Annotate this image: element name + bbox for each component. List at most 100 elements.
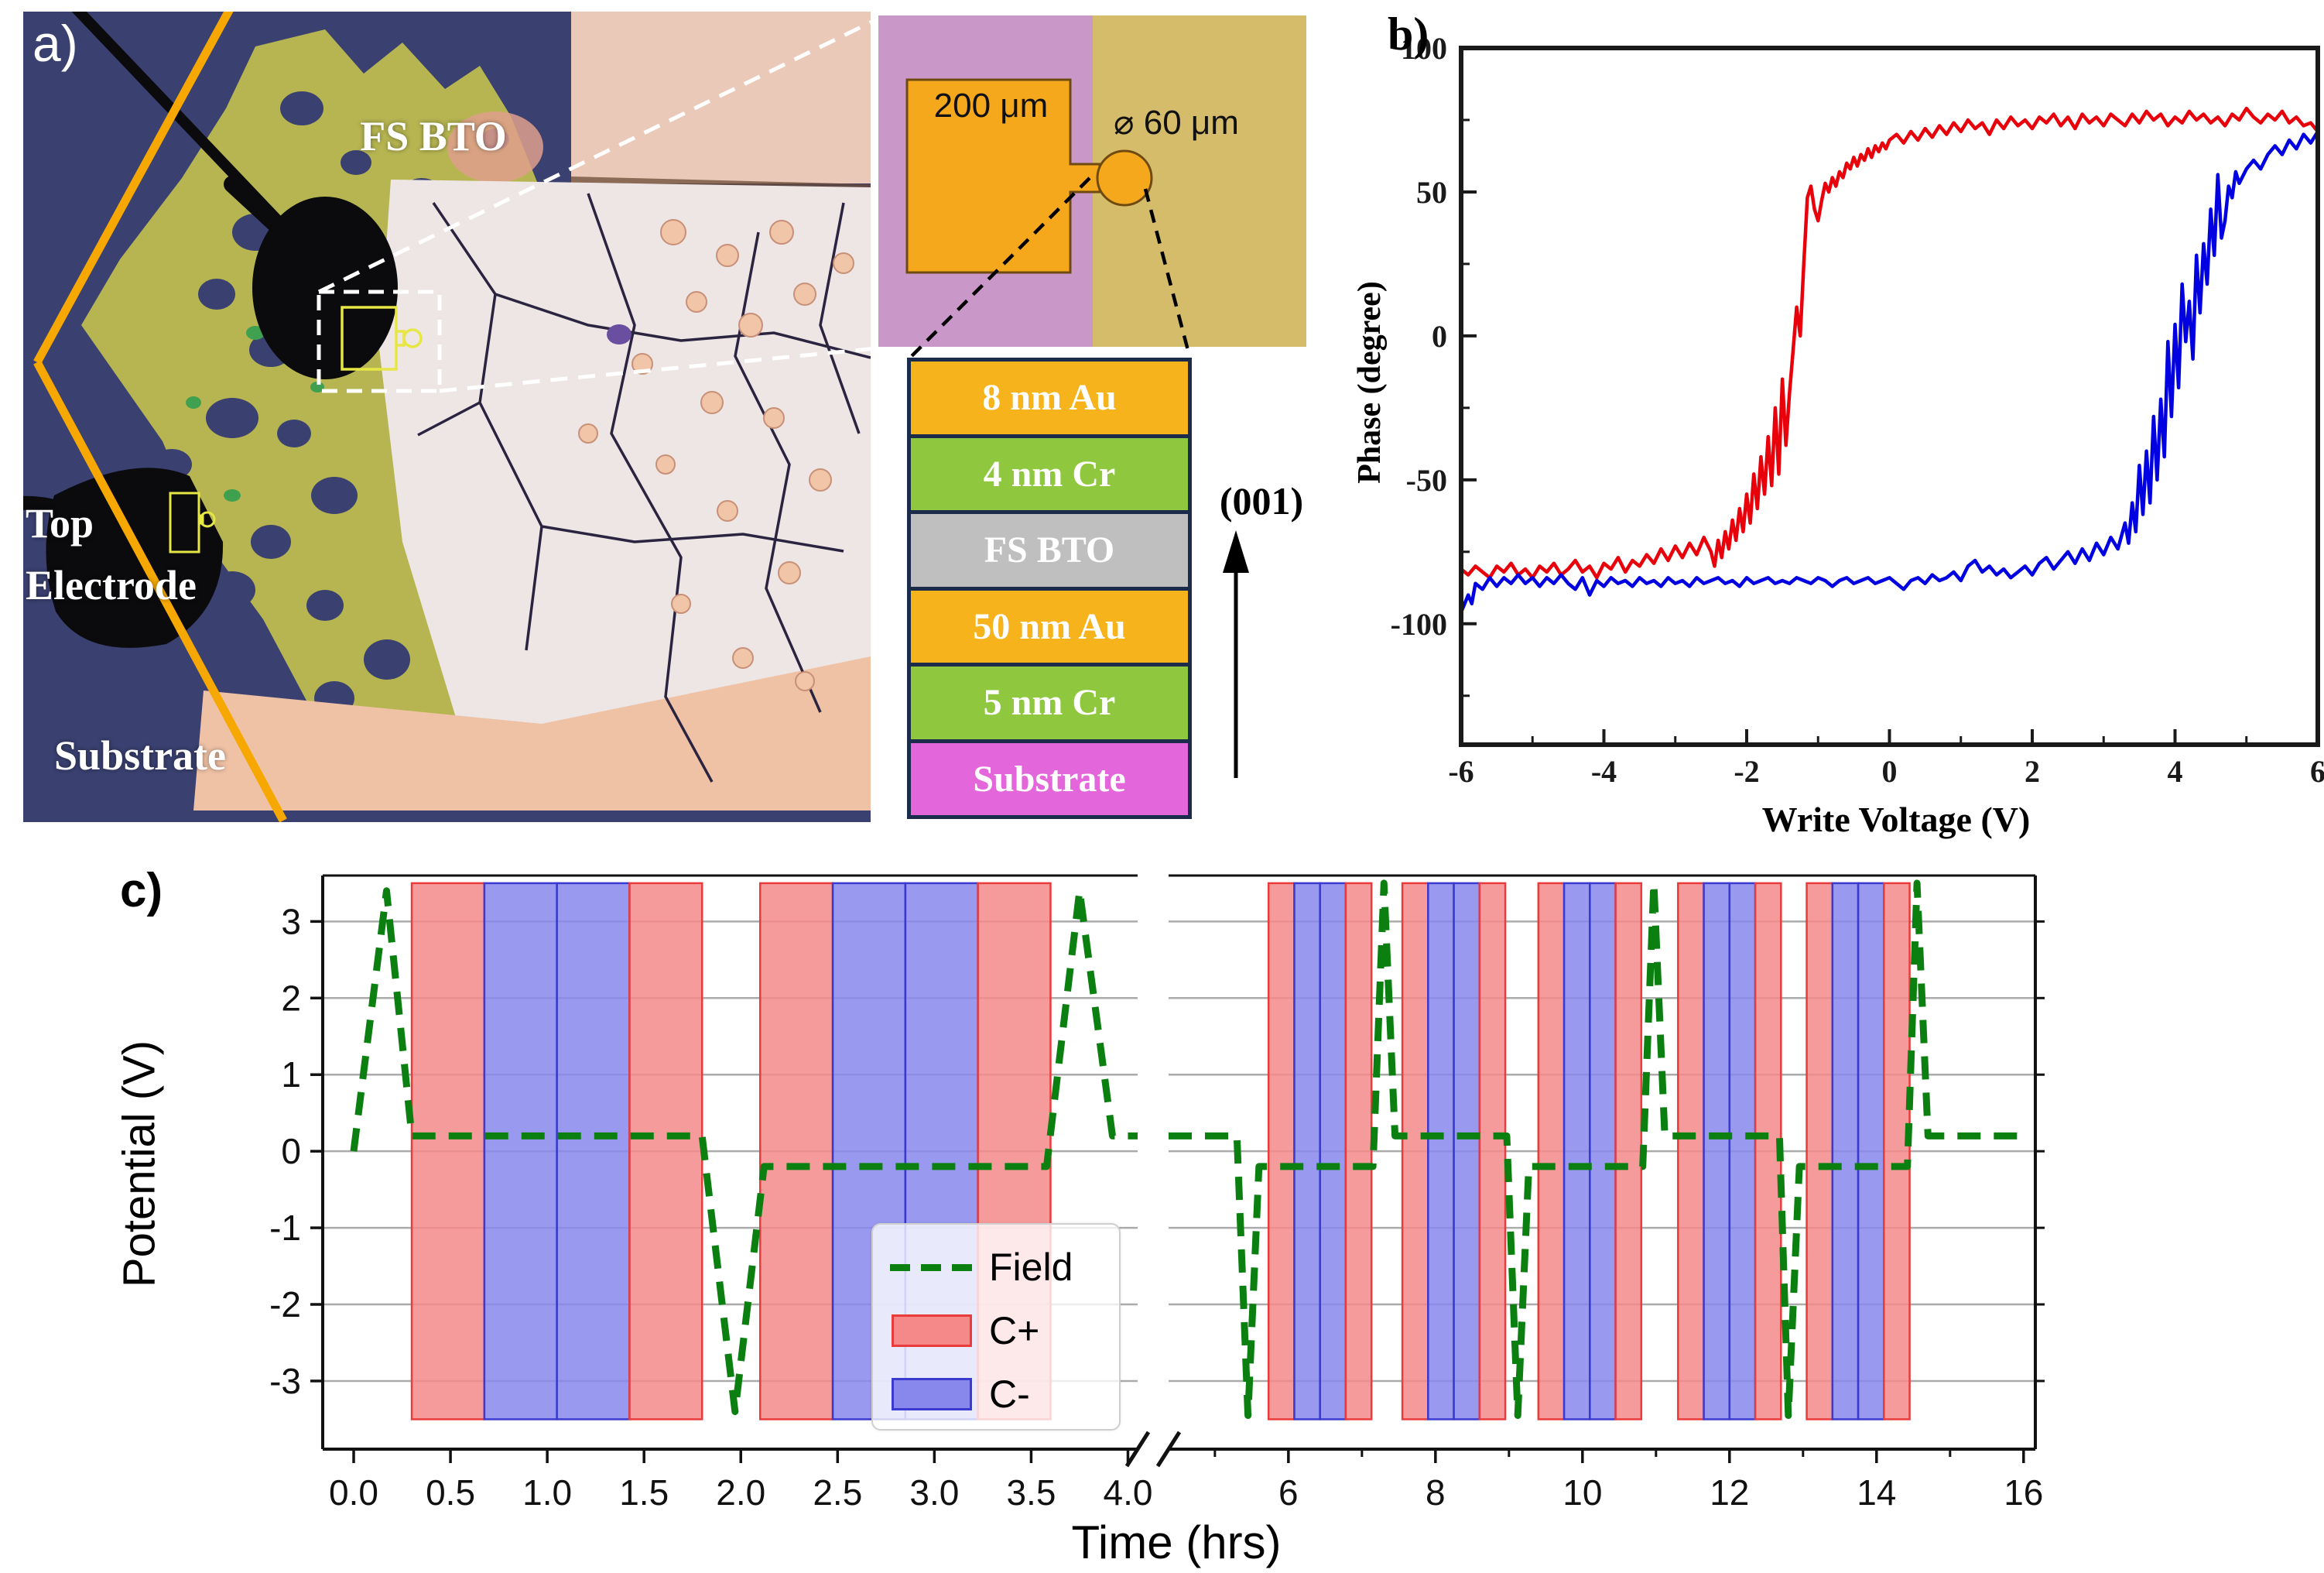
band-c-minus [1589,882,1617,1420]
band-c-plus [1267,882,1295,1420]
electrode-pad-schematic [878,15,1306,358]
band-c-plus [1537,882,1566,1420]
micrograph-label-fs-bto: FS BTO [360,113,507,159]
orientation-arrow [1223,530,1249,778]
axis-title-potential: Potential (V) [114,1040,165,1288]
stack-layer-5-nm-cr: 5 nm Cr [911,667,1188,743]
band-c-minus [1562,882,1591,1420]
panel-c-label: c) [120,864,163,917]
hysteresis-curve-blue [1459,130,2319,613]
stack-layer-50-nm-au: 50 nm Au [911,590,1188,667]
band-c-minus [483,882,558,1420]
band-c-minus [556,882,631,1420]
band-c-plus [1614,882,1643,1420]
c-plus-patch-icon [892,1314,972,1347]
band-c-minus [1427,882,1455,1420]
axis-title-time: Time (hrs) [1071,1516,1282,1568]
axis-break-mark [1155,1431,1182,1468]
field-line [350,887,1138,1415]
legend-entry-c-minus: C- [873,1361,1119,1427]
y-tick-label: 1 [281,1054,301,1095]
legend-entry-field: Field [873,1234,1119,1301]
patterned-electrode-outline-2 [169,492,216,553]
pad-disc-shape [1096,149,1153,207]
pad-to-stack-connectors [910,176,1192,358]
y-tick-label: 3 [281,901,301,941]
x-tick-label: 6 [2310,754,2324,789]
stack-layer-4-nm-cr: 4 nm Cr [911,437,1188,514]
x-tick-label: 0.0 [329,1472,378,1513]
disc-size-label: ⌀ 60 μm [1114,104,1239,142]
band-c-minus [1831,882,1860,1420]
field-line [1169,879,2024,1419]
legend-label-c-plus: C+ [989,1309,1040,1352]
y-tick-label: 100 [1401,31,1447,66]
x-tick-label: -6 [1448,754,1473,789]
top-electrode-line1: Top [26,500,94,547]
band-c-plus [1805,882,1834,1420]
band-c-plus [1677,882,1705,1420]
x-tick-label: 1.0 [522,1472,572,1513]
band-c-minus [1728,882,1757,1420]
top-electrode-line2: Electrode [26,562,197,608]
axis-break-mark [1124,1431,1151,1468]
x-tick-label: 4 [2168,754,2183,789]
x-tick-label: 2.0 [716,1472,765,1513]
x-tick-label: 4.0 [1104,1472,1153,1513]
legend-label-c-minus: C- [989,1373,1030,1416]
x-tick-label: 3.5 [1006,1472,1056,1513]
y-tick-label: -50 [1406,463,1447,498]
zoom-region-box [317,290,442,393]
x-tick-label: 10 [1562,1472,1602,1513]
sample-edge-marker [33,12,287,822]
band-c-plus [410,882,486,1420]
y-tick-label: 2 [281,978,301,1018]
x-tick-label: 1.5 [619,1472,669,1513]
panel-a-label: a) [33,15,78,72]
legend-label-field: Field [989,1246,1073,1289]
y-tick-label: -1 [269,1208,301,1248]
x-tick-label: 14 [1857,1472,1896,1513]
hysteresis-curve-red [1460,106,2319,580]
band-c-minus [1319,882,1347,1420]
phase-hysteresis-chart: -6 -4 -2 0 2 4 6 100 50 0 -50 -100 [1391,31,2324,789]
y-tick-label: 50 [1416,175,1447,210]
field-dashed-line-icon [890,1263,974,1271]
y-tick-label: -100 [1391,607,1447,642]
x-tick-label: -4 [1591,754,1617,789]
band-c-plus [1401,882,1429,1420]
zoom-connector-lines [317,17,878,393]
orientation-label: (001) [1219,479,1304,523]
band-c-plus [1344,882,1373,1420]
x-tick-label: 16 [2004,1472,2043,1513]
y-tick-label: 0 [1432,319,1447,354]
x-tick-label: 2.5 [813,1472,862,1513]
y-tick-label: -3 [269,1361,301,1401]
plot-frame-b [1459,46,2320,747]
x-tick-label: 2 [2025,754,2040,789]
axis-title-write-voltage: Write Voltage (V) [1761,800,2031,839]
band-c-minus [1857,882,1885,1420]
patterned-electrode-outline-1 [341,306,423,371]
x-tick-label: 0.5 [426,1472,475,1513]
x-tick-label: 8 [1426,1472,1446,1513]
c-minus-patch-icon [892,1378,972,1410]
band-c-plus [759,882,834,1420]
x-tick-label: 12 [1710,1472,1749,1513]
band-c-plus [1883,882,1911,1420]
x-tick-label: 6 [1278,1472,1299,1513]
potential-schedule-chart: 0.0 0.5 1.0 1.5 2.0 2.5 3.0 3.5 4.0 6 8 10 12 14 16-3-… [269,874,2045,1513]
micrograph-label-substrate: Substrate [54,732,227,779]
x-tick-label: 0 [1882,754,1898,789]
micrograph-image [23,12,871,822]
x-tick-label: -2 [1734,754,1759,789]
y-tick-label: 0 [281,1131,301,1171]
band-c-minus [1703,882,1731,1420]
pad-size-label: 200 μm [933,87,1049,125]
panel-b-label: b) [1388,9,1429,60]
band-c-minus [1453,882,1481,1420]
band-c-plus [1478,882,1507,1420]
x-tick-label: 3.0 [909,1472,959,1513]
y-tick-label: -2 [269,1284,301,1325]
